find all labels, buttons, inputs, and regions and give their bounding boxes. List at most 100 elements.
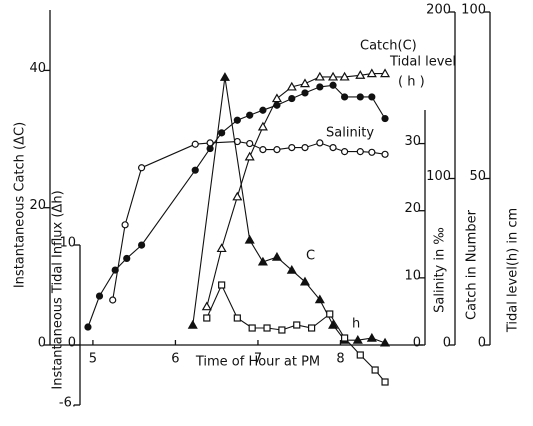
y-axis-label: Salinity in ‰ [433, 227, 448, 313]
point [314, 294, 325, 304]
point [278, 326, 286, 334]
point [366, 332, 377, 342]
point [233, 314, 241, 322]
point [191, 140, 199, 148]
point [137, 164, 146, 172]
y-axis-label: Instantaneous Tidal Influx (Δh) [51, 190, 66, 389]
y-tick-label: 0 [38, 336, 46, 351]
point [123, 254, 131, 263]
point [246, 111, 254, 119]
x-axis-label: Time of Hour at PM [195, 355, 320, 370]
x-tick-label: 6 [171, 352, 179, 367]
point [84, 323, 92, 331]
point [329, 144, 337, 152]
point [355, 70, 366, 79]
x-tick-label: 5 [89, 352, 97, 367]
y-tick-label: 20 [29, 198, 46, 213]
point [273, 101, 281, 109]
y-tick-label: 40 [29, 61, 46, 76]
point [356, 351, 364, 359]
plot-area: 5 6 7 8 Time of Hour at PM 0 20 40 Instantaneous… [13, 3, 521, 411]
y-tick-label: 30 [404, 134, 421, 149]
series-label: h [352, 317, 360, 332]
point [273, 146, 281, 154]
point [341, 334, 349, 342]
point [259, 106, 267, 114]
point [257, 256, 268, 266]
point [316, 139, 324, 147]
point [244, 151, 255, 161]
point [218, 129, 226, 137]
point [314, 71, 325, 81]
point [328, 71, 339, 81]
point [352, 334, 363, 344]
point [271, 93, 282, 103]
point [366, 68, 377, 78]
point [381, 378, 389, 386]
point [218, 281, 226, 289]
point [328, 319, 339, 329]
series-label: C [306, 249, 315, 264]
series-label: Catch(C) [360, 39, 417, 54]
y-axis-label: Instantaneous Catch (ΔC) [13, 122, 28, 288]
x-tick-label: 8 [336, 352, 344, 367]
point [201, 301, 212, 311]
point [288, 94, 296, 103]
series-line [112, 141, 386, 301]
point [233, 116, 241, 124]
point [380, 68, 391, 78]
point [137, 241, 146, 249]
point [187, 319, 198, 329]
point [341, 93, 349, 101]
y-tick-label: 50 [469, 169, 486, 184]
point [286, 81, 297, 91]
point [191, 166, 199, 174]
point [286, 264, 297, 274]
point [371, 366, 379, 374]
point [121, 221, 129, 229]
series-line [192, 77, 386, 344]
point [381, 114, 389, 123]
y-tick-label: -6. [59, 396, 76, 411]
y-tick-label: 200 [426, 3, 451, 18]
y-tick-label: 100 [461, 3, 486, 18]
point [368, 93, 376, 101]
point [381, 150, 389, 158]
point [248, 324, 256, 332]
point [216, 243, 227, 253]
point [203, 314, 211, 322]
point [326, 310, 334, 318]
y-tick-label: 10 [59, 236, 76, 251]
point [271, 251, 282, 261]
series-label: ( h ) [398, 75, 425, 90]
point [316, 83, 324, 91]
point [380, 337, 391, 347]
y-axis-label: Tidal level(h) in cm [506, 208, 521, 333]
x-tick-label: 7 [254, 352, 262, 367]
y-axis-label: Catch in Number [465, 209, 480, 320]
point [232, 191, 243, 201]
point [111, 266, 119, 274]
y-tick-label: 0 [68, 336, 76, 351]
point [257, 121, 268, 131]
point [356, 93, 364, 101]
point [288, 144, 296, 152]
point [356, 148, 364, 156]
y-tick-label: 100 [426, 169, 451, 184]
point [293, 321, 301, 329]
series-label: Salinity [326, 126, 374, 141]
point [246, 139, 254, 148]
y-tick-label: 0 [478, 336, 486, 351]
point [244, 234, 255, 244]
y-tick-label: 10 [404, 268, 421, 283]
y-tick-label: 0 [413, 336, 421, 351]
point [206, 139, 214, 147]
point [299, 78, 311, 88]
point [329, 81, 337, 89]
point [368, 148, 376, 156]
point [263, 324, 271, 332]
point [95, 292, 104, 300]
point [219, 72, 230, 81]
point [109, 296, 117, 304]
